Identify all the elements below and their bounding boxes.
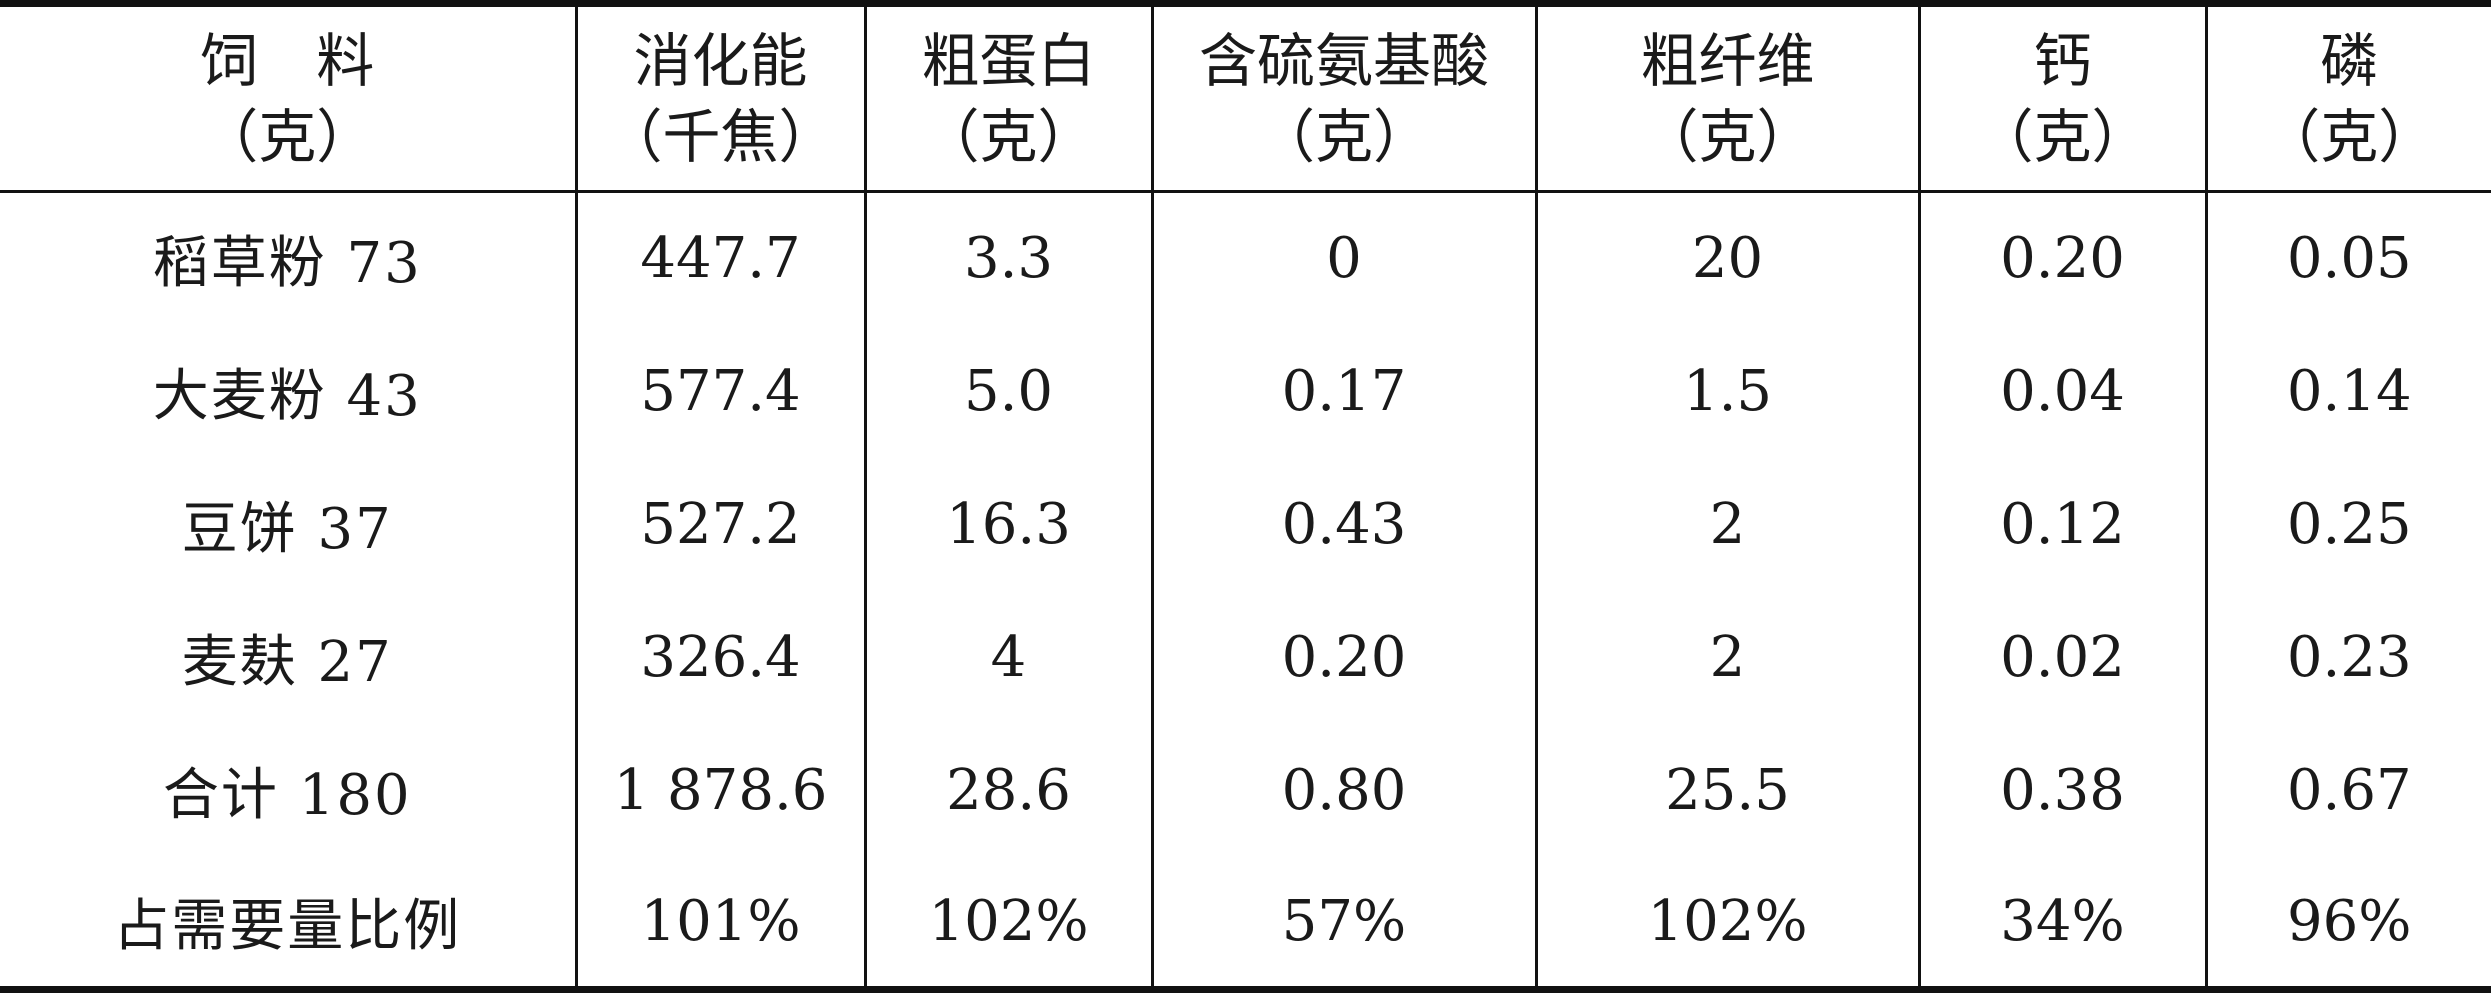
cell-feed: 豆饼 37 xyxy=(181,496,393,562)
header-feed-title: 饲 料 xyxy=(200,26,375,95)
cell-phosphorus: 0.67 xyxy=(2204,723,2491,857)
header-protein-unit: （克） xyxy=(921,102,1096,171)
cell-fiber: 102% xyxy=(1534,856,1919,993)
cell-energy: 577.4 xyxy=(574,324,865,458)
header-sulfur-aa: 含硫氨基酸 （克） xyxy=(1150,0,1536,193)
cell-feed: 合计 180 xyxy=(162,762,412,828)
header-phosphorus-title: 磷 xyxy=(2320,26,2379,95)
cell-calcium: 0.20 xyxy=(1917,191,2206,325)
header-energy-title: 消化能 xyxy=(633,26,808,95)
header-fiber-unit: （克） xyxy=(1640,102,1815,171)
cell-energy: 527.2 xyxy=(574,457,865,591)
table-header: 饲 料 （克） 消化能 （千焦） 粗蛋白 （克） 含硫氨基酸 （克） 粗纤维 xyxy=(0,0,2491,193)
cell-energy: 101% xyxy=(574,856,865,993)
cell-feed: 大麦粉 43 xyxy=(152,363,422,429)
cell-phosphorus: 0.23 xyxy=(2204,590,2491,724)
cell-sulfur-aa: 0.43 xyxy=(1150,457,1536,591)
header-energy-unit: （千焦） xyxy=(604,102,837,171)
cell-protein: 102% xyxy=(863,856,1152,993)
cell-calcium: 0.38 xyxy=(1917,723,2206,857)
header-phosphorus-unit: （克） xyxy=(2262,102,2437,171)
cell-energy: 1 878.6 xyxy=(574,723,865,857)
cell-feed: 占需要量比例 xyxy=(0,856,576,993)
header-sulfur-aa-title: 含硫氨基酸 xyxy=(1198,26,1489,95)
header-sulfur-aa-unit: （克） xyxy=(1256,102,1431,171)
cell-phosphorus: 0.05 xyxy=(2204,191,2491,325)
cell-sulfur-aa: 0.20 xyxy=(1150,590,1536,724)
cell-protein: 16.3 xyxy=(863,457,1152,591)
header-fiber: 粗纤维 （克） xyxy=(1534,0,1919,193)
cell-energy: 326.4 xyxy=(574,590,865,724)
cell-fiber: 1.5 xyxy=(1534,324,1919,458)
table-row: 豆饼 37 527.2 16.3 0.43 2 0.12 0.25 xyxy=(0,457,2491,591)
cell-calcium: 0.04 xyxy=(1917,324,2206,458)
cell-feed: 稻草粉 73 xyxy=(152,231,422,297)
table-row-ratio: 占需要量比例 101% 102% 57% 102% 34% 96% xyxy=(0,856,2491,993)
cell-calcium: 34% xyxy=(1917,856,2206,993)
header-row: 饲 料 （克） 消化能 （千焦） 粗蛋白 （克） 含硫氨基酸 （克） 粗纤维 xyxy=(0,0,2491,193)
table-row-total: 合计 180 1 878.6 28.6 0.80 25.5 0.38 0.67 xyxy=(0,723,2491,857)
header-energy: 消化能 （千焦） xyxy=(574,0,865,193)
cell-protein: 5.0 xyxy=(863,324,1152,458)
cell-sulfur-aa: 0.17 xyxy=(1150,324,1536,458)
header-calcium-title: 钙 xyxy=(2033,26,2092,95)
cell-sulfur-aa: 0 xyxy=(1150,191,1536,325)
cell-phosphorus: 0.14 xyxy=(2204,324,2491,458)
cell-protein: 28.6 xyxy=(863,723,1152,857)
cell-fiber: 25.5 xyxy=(1534,723,1919,857)
cell-phosphorus: 0.25 xyxy=(2204,457,2491,591)
header-calcium: 钙 （克） xyxy=(1917,0,2206,193)
table-row: 大麦粉 43 577.4 5.0 0.17 1.5 0.04 0.14 xyxy=(0,324,2491,458)
table-body: 稻草粉 73 447.7 3.3 0 20 0.20 0.05 大麦粉 43 5… xyxy=(0,191,2491,993)
cell-sulfur-aa: 57% xyxy=(1150,856,1536,993)
header-feed: 饲 料 （克） xyxy=(0,0,576,193)
header-calcium-unit: （克） xyxy=(1975,102,2150,171)
table-row: 麦麸 27 326.4 4 0.20 2 0.02 0.23 xyxy=(0,590,2491,724)
cell-calcium: 0.12 xyxy=(1917,457,2206,591)
header-fiber-title: 粗纤维 xyxy=(1640,26,1815,95)
table-row: 稻草粉 73 447.7 3.3 0 20 0.20 0.05 xyxy=(0,191,2491,325)
header-feed-unit: （克） xyxy=(200,102,375,171)
header-phosphorus: 磷 （克） xyxy=(2204,0,2491,193)
cell-fiber: 2 xyxy=(1534,457,1919,591)
cell-fiber: 20 xyxy=(1534,191,1919,325)
cell-feed: 麦麸 27 xyxy=(181,629,393,695)
cell-protein: 4 xyxy=(863,590,1152,724)
cell-energy: 447.7 xyxy=(574,191,865,325)
cell-protein: 3.3 xyxy=(863,191,1152,325)
header-protein-title: 粗蛋白 xyxy=(921,26,1096,95)
cell-phosphorus: 96% xyxy=(2204,856,2491,993)
cell-fiber: 2 xyxy=(1534,590,1919,724)
cell-calcium: 0.02 xyxy=(1917,590,2206,724)
header-protein: 粗蛋白 （克） xyxy=(863,0,1152,193)
cell-sulfur-aa: 0.80 xyxy=(1150,723,1536,857)
